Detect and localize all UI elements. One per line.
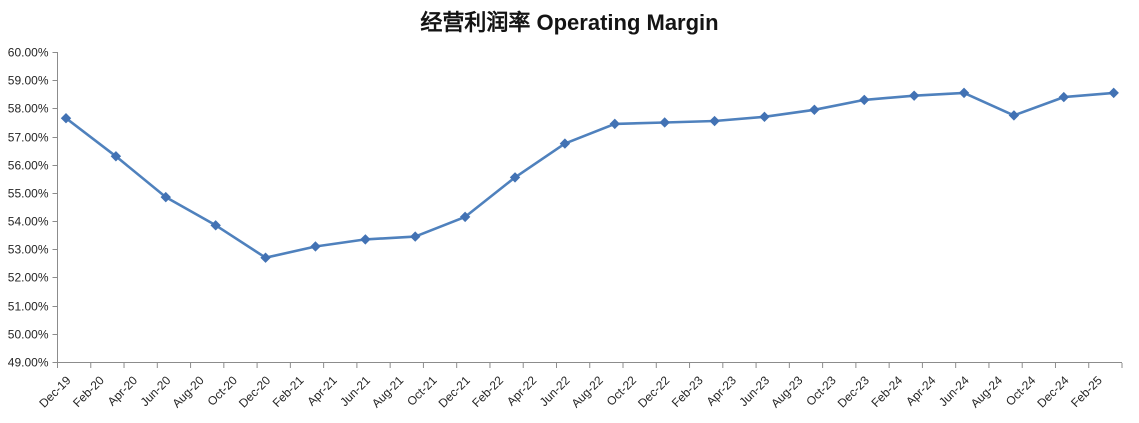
x-axis-tick-label: Jun-20: [138, 373, 174, 409]
x-axis-tick-label: Aug-20: [169, 373, 206, 410]
data-point-marker: [509, 172, 521, 183]
y-axis-tick-label: 60.00%: [8, 46, 49, 60]
x-axis-tick-label: Feb-25: [1068, 373, 1105, 410]
x-axis-tick-label: Aug-22: [569, 373, 606, 410]
y-axis-tick-label: 56.00%: [8, 159, 49, 173]
data-point-marker: [1008, 110, 1020, 121]
data-point-marker: [659, 117, 670, 128]
x-axis-tick-label: Aug-24: [968, 373, 1005, 410]
x-axis-tick-label: Apr-24: [903, 373, 939, 409]
data-point-marker: [709, 115, 720, 127]
series-line: [64, 91, 1115, 260]
x-axis-tick-label: Dec-20: [236, 373, 273, 410]
data-point-marker: [759, 111, 770, 123]
data-point-marker: [160, 191, 171, 203]
y-axis-tick-label: 52.00%: [8, 271, 49, 285]
data-point-marker: [958, 87, 970, 99]
y-axis-tick-label: 55.00%: [8, 187, 49, 201]
x-axis-tick-label: Jun-23: [736, 373, 772, 409]
x-axis-tick-label: Oct-21: [404, 373, 440, 409]
chart-title: 经营利润率 Operating Margin: [420, 10, 719, 35]
x-axis-tick-label: Feb-22: [469, 373, 506, 410]
x-axis-tick-label: Dec-23: [835, 373, 872, 410]
x-axis-tick-label: Apr-20: [105, 373, 141, 409]
x-axis-tick-label: Dec-19: [36, 373, 73, 410]
x-axis-tick-label: Aug-21: [369, 373, 406, 410]
data-point-marker: [60, 113, 72, 124]
x-axis-tick-label: Jun-22: [537, 373, 573, 409]
y-axis-tick-label: 51.00%: [8, 300, 49, 314]
data-point-marker: [459, 211, 471, 223]
x-axis-tick-label: Aug-23: [768, 373, 805, 410]
y-axis-tick-label: 58.00%: [8, 102, 49, 116]
x-axis-tick-label: Oct-24: [1003, 373, 1039, 409]
data-point-marker: [110, 151, 122, 162]
y-axis-tick-label: 59.00%: [8, 74, 49, 88]
data-point-marker: [609, 118, 621, 130]
x-axis-tick-label: Oct-20: [205, 373, 241, 409]
data-point-marker: [1108, 87, 1119, 99]
x-axis-tick-label: Dec-24: [1034, 373, 1071, 410]
data-point-marker: [1058, 91, 1070, 103]
y-axis-tick-label: 57.00%: [8, 131, 49, 145]
y-axis-tick-label: 54.00%: [8, 215, 49, 229]
x-axis-tick-label: Feb-23: [669, 373, 706, 410]
y-axis-tick-label: 50.00%: [8, 328, 49, 342]
data-point-marker: [908, 90, 920, 101]
x-axis-tick-label: Jun-24: [936, 373, 972, 409]
x-axis-tick-label: Feb-24: [868, 373, 905, 410]
x-axis-tick-label: Apr-21: [304, 373, 340, 409]
data-point-marker: [809, 104, 820, 115]
x-axis-tick-label: Oct-22: [604, 373, 640, 409]
x-axis-tick-label: Apr-23: [704, 373, 740, 409]
x-axis-tick-label: Jun-21: [337, 373, 373, 409]
data-point-marker: [410, 231, 421, 242]
data-point-marker: [310, 241, 321, 252]
x-axis-tick-label: Oct-23: [803, 373, 839, 409]
y-axis-tick-label: 49.00%: [8, 356, 49, 370]
data-point-marker: [859, 94, 870, 106]
x-axis-tick-label: Feb-21: [270, 373, 307, 410]
x-axis-tick-label: Dec-22: [635, 373, 672, 410]
x-axis-tick-label: Dec-21: [436, 373, 473, 410]
data-point-marker: [360, 234, 371, 245]
data-point-marker: [260, 252, 271, 263]
data-point-marker: [559, 138, 571, 149]
x-axis-tick-label: Apr-22: [504, 373, 540, 409]
y-axis-tick-label: 53.00%: [8, 243, 49, 257]
data-point-marker: [210, 220, 221, 231]
x-axis-tick-label: Feb-20: [70, 373, 107, 410]
